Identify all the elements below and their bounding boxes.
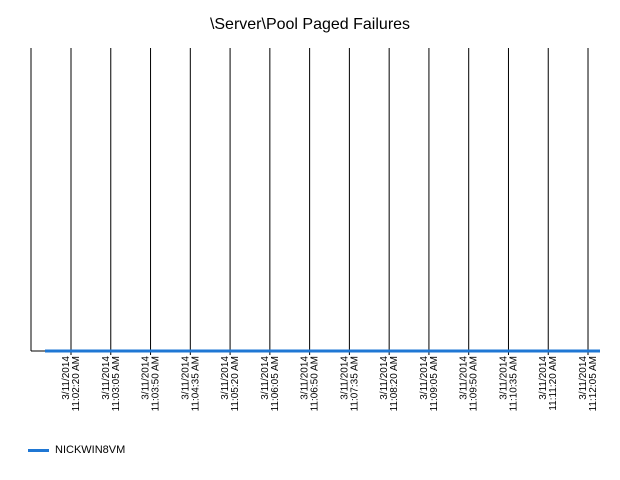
- x-tick-label: 3/11/201411:08:20 AM: [379, 356, 400, 412]
- x-tick-label-time: 11:04:35 AM: [190, 356, 201, 411]
- x-tick-label-time: 11:07:35 AM: [349, 356, 360, 411]
- x-tick-label-time: 11:03:05 AM: [111, 356, 122, 411]
- x-tick-label: 3/11/201411:09:50 AM: [459, 356, 480, 412]
- x-tick-label: 3/11/201411:09:05 AM: [419, 356, 440, 412]
- legend-swatch: [28, 448, 49, 452]
- x-tick-label-date: 3/11/2014: [220, 356, 231, 400]
- x-tick-label-time: 11:06:05 AM: [270, 356, 281, 411]
- x-tick-label-date: 3/11/2014: [538, 356, 549, 400]
- x-tick-label: 3/11/201411:12:05 AM: [578, 356, 599, 412]
- legend: NICKWIN8VM: [28, 444, 125, 456]
- x-tick-label: 3/11/201411:06:05 AM: [260, 356, 281, 412]
- x-tick-label-time: 11:03:50 AM: [151, 356, 162, 411]
- x-tick-label-time: 11:12:05 AM: [588, 356, 599, 411]
- x-tick-label: 3/11/201411:05:20 AM: [220, 356, 241, 412]
- legend-label: NICKWIN8VM: [55, 444, 126, 456]
- x-tick-label-date: 3/11/2014: [578, 356, 589, 400]
- x-tick-label-time: 11:08:20 AM: [389, 356, 400, 411]
- x-tick-label-date: 3/11/2014: [61, 356, 72, 400]
- x-tick-label-date: 3/11/2014: [339, 356, 350, 400]
- x-tick-label-date: 3/11/2014: [260, 356, 271, 400]
- x-tick-label-date: 3/11/2014: [498, 356, 509, 400]
- x-tick-label: 3/11/201411:07:35 AM: [339, 356, 360, 412]
- x-tick-label-date: 3/11/2014: [180, 356, 191, 400]
- x-tick-label-date: 3/11/2014: [419, 356, 430, 400]
- tick-label-layer: 3/11/201411:02:20 AM 3/11/201411:03:05 AM…: [61, 356, 599, 412]
- x-tick-label: 3/11/201411:06:50 AM: [300, 356, 321, 412]
- x-tick-label-time: 11:11:20 AM: [548, 356, 559, 411]
- x-tick-label-date: 3/11/2014: [300, 356, 311, 400]
- x-tick-label-date: 3/11/2014: [379, 356, 390, 400]
- x-tick-label-time: 11:09:50 AM: [469, 356, 480, 411]
- x-tick-label-time: 11:10:35 AM: [508, 356, 519, 411]
- x-tick-label-time: 11:02:20 AM: [71, 356, 82, 411]
- x-tick-label-time: 11:05:20 AM: [230, 356, 241, 411]
- x-tick-label-time: 11:06:50 AM: [310, 356, 321, 411]
- x-tick-label: 3/11/201411:10:35 AM: [498, 356, 519, 412]
- x-tick-label-date: 3/11/2014: [141, 356, 152, 400]
- x-tick-label: 3/11/201411:03:50 AM: [141, 356, 162, 412]
- chart-title: \Server\Pool Paged Failures: [210, 16, 410, 33]
- grid-layer: [70, 48, 589, 355]
- x-tick-label-date: 3/11/2014: [101, 356, 112, 400]
- x-tick-label: 3/11/201411:02:20 AM: [61, 356, 82, 412]
- x-tick-label: 3/11/201411:03:05 AM: [101, 356, 122, 412]
- x-tick-label-date: 3/11/2014: [459, 356, 470, 400]
- x-tick-label: 3/11/201411:04:35 AM: [180, 356, 201, 412]
- x-tick-label: 3/11/201411:11:20 AM: [538, 356, 559, 411]
- x-tick-label-time: 11:09:05 AM: [429, 356, 440, 411]
